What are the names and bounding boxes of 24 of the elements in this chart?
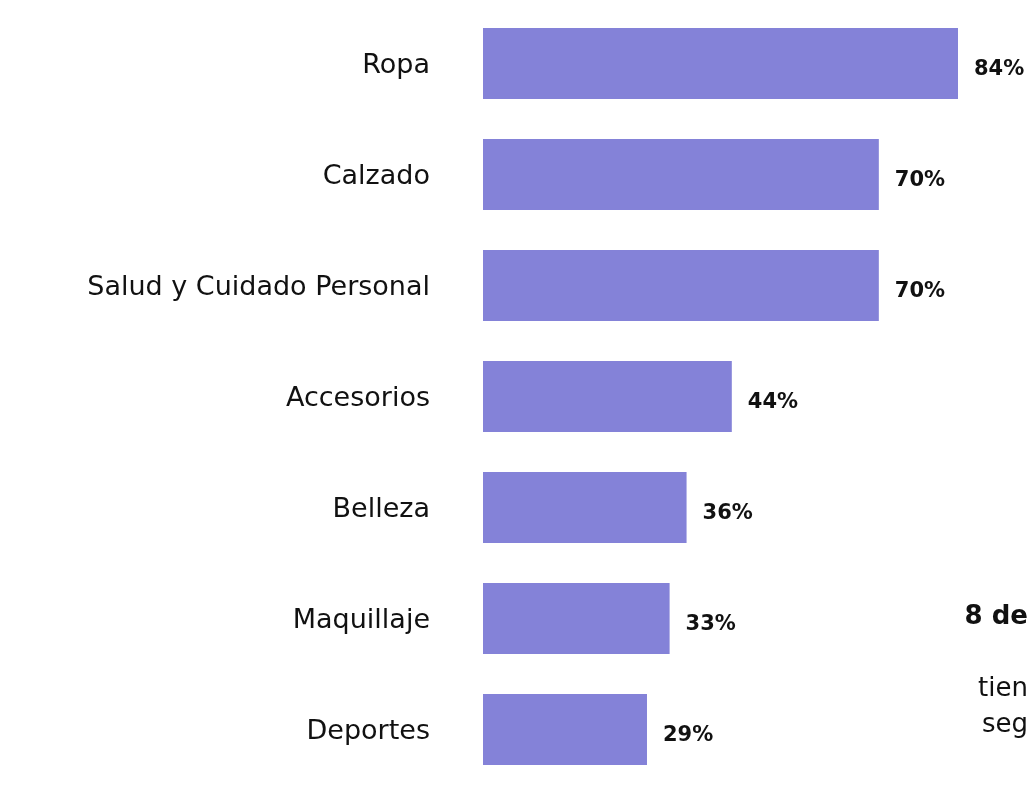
text: tien xyxy=(978,672,1028,702)
y-tick-label: Accesorios xyxy=(285,381,430,413)
y-tick-label: Maquillaje xyxy=(292,603,430,635)
text: seg xyxy=(981,708,1028,738)
bar xyxy=(483,693,647,765)
data-label: 70% xyxy=(894,278,946,303)
data-label: 70% xyxy=(894,167,946,192)
text: 8 de xyxy=(964,600,1028,630)
y-tick-label: Salud y Cuidado Personal xyxy=(87,270,430,302)
data-label: 33% xyxy=(685,611,736,636)
bar xyxy=(483,138,879,210)
y-tick-label: Ropa xyxy=(362,48,430,80)
data-label: 36% xyxy=(702,500,753,525)
data-label: 29% xyxy=(662,722,714,747)
y-tick-label: Belleza xyxy=(332,492,430,524)
data-label: 44% xyxy=(747,389,799,414)
y-tick-label: Deportes xyxy=(306,714,430,746)
bar xyxy=(483,360,732,432)
bar xyxy=(483,27,958,99)
y-tick-label: Calzado xyxy=(322,159,430,191)
bar xyxy=(483,249,879,321)
data-label: 84% xyxy=(974,56,1025,81)
bar xyxy=(483,582,670,654)
bar xyxy=(483,471,687,543)
